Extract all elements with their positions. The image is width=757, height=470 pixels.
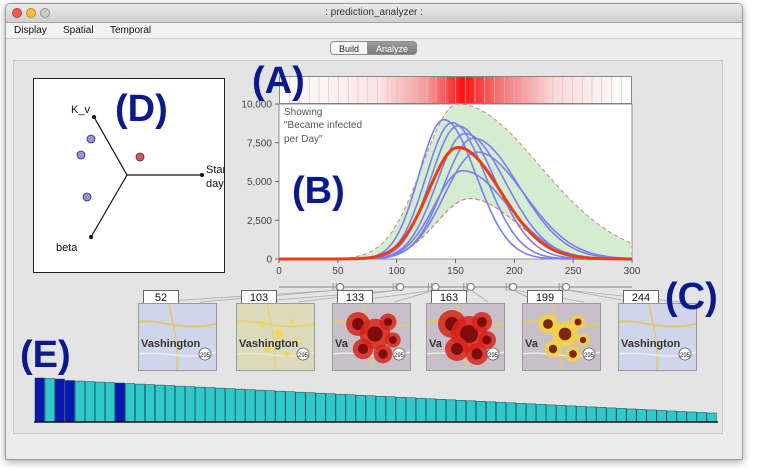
annotation-d: (D) (115, 88, 168, 130)
title-bar: : prediction_analyzer : (6, 4, 742, 23)
close-window-button[interactable] (12, 8, 22, 18)
svg-text:295: 295 (680, 353, 691, 359)
svg-text:295: 295 (298, 353, 309, 359)
svg-text:Va: Va (429, 338, 443, 350)
svg-text:295: 295 (488, 353, 499, 359)
radar-point[interactable] (86, 134, 96, 144)
snapshot-map-svg: Va 295 (427, 304, 504, 370)
snapshot-map-svg: Vashington 295 (619, 304, 696, 370)
snapshot-map[interactable]: Va 295 (426, 303, 505, 371)
parameter-radar-panel[interactable]: K_v Startday beta (33, 78, 225, 273)
svg-text:295: 295 (394, 353, 405, 359)
radar-point[interactable] (76, 150, 86, 160)
snapshot-day-label: 133 (337, 290, 373, 306)
svg-text:Vashington: Vashington (239, 338, 299, 350)
svg-text:Vashington: Vashington (141, 338, 201, 350)
radar-point[interactable] (82, 192, 92, 202)
snapshot-map[interactable]: Vashington 295 (138, 303, 217, 371)
annotation-c: (C) (665, 276, 718, 318)
heat-strip-svg (280, 77, 631, 103)
snapshot-map[interactable]: Va 295 (332, 303, 411, 371)
minimize-window-button[interactable] (26, 8, 36, 18)
snapshot-map[interactable]: Vashington 295 (618, 303, 697, 371)
snapshot-map-svg: Va 295 (523, 304, 600, 370)
radar-label-kv: K_v (71, 104, 90, 116)
radar-point-selected[interactable] (135, 152, 145, 162)
tab-build[interactable]: Build (330, 41, 368, 55)
svg-text:Vashington: Vashington (621, 338, 681, 350)
tab-analyze[interactable]: Analyze (367, 41, 417, 55)
radar-axis-end-kv (92, 115, 96, 119)
snapshot-map[interactable]: Va 295 (522, 303, 601, 371)
menu-spatial[interactable]: Spatial (63, 25, 94, 36)
snapshot-map[interactable]: Vashington 295 (236, 303, 315, 371)
svg-text:295: 295 (584, 353, 595, 359)
timeline-heat-strip[interactable] (279, 76, 632, 104)
annotation-b: (B) (292, 170, 345, 212)
snapshot-map-svg: Vashington 295 (237, 304, 314, 370)
window-title: : prediction_analyzer : (325, 7, 423, 18)
annotation-e: (E) (20, 334, 71, 376)
svg-text:Va: Va (525, 338, 539, 350)
radar-label-beta: beta (56, 242, 78, 254)
zoom-window-button[interactable] (40, 8, 50, 18)
radar-axis-beta (90, 174, 128, 238)
snapshot-map-svg: Va 295 (333, 304, 410, 370)
radar-axis-end-beta (89, 235, 93, 239)
annotation-a: (A) (252, 60, 305, 102)
snapshot-map-svg: Vashington 295 (139, 304, 216, 370)
radar-axis-kv (93, 116, 128, 176)
radar-axis-end-start-day (200, 173, 204, 177)
svg-text:Va: Va (335, 338, 349, 350)
menu-temporal[interactable]: Temporal (110, 25, 152, 36)
menu-display[interactable]: Display (14, 25, 47, 36)
svg-text:295: 295 (200, 353, 211, 359)
snapshot-day-label: 163 (431, 290, 467, 306)
radar-svg: K_v Startday beta (56, 104, 224, 254)
menu-bar: Display Spatial Temporal (6, 23, 742, 39)
radar-label-start-day: Startday (206, 164, 224, 190)
